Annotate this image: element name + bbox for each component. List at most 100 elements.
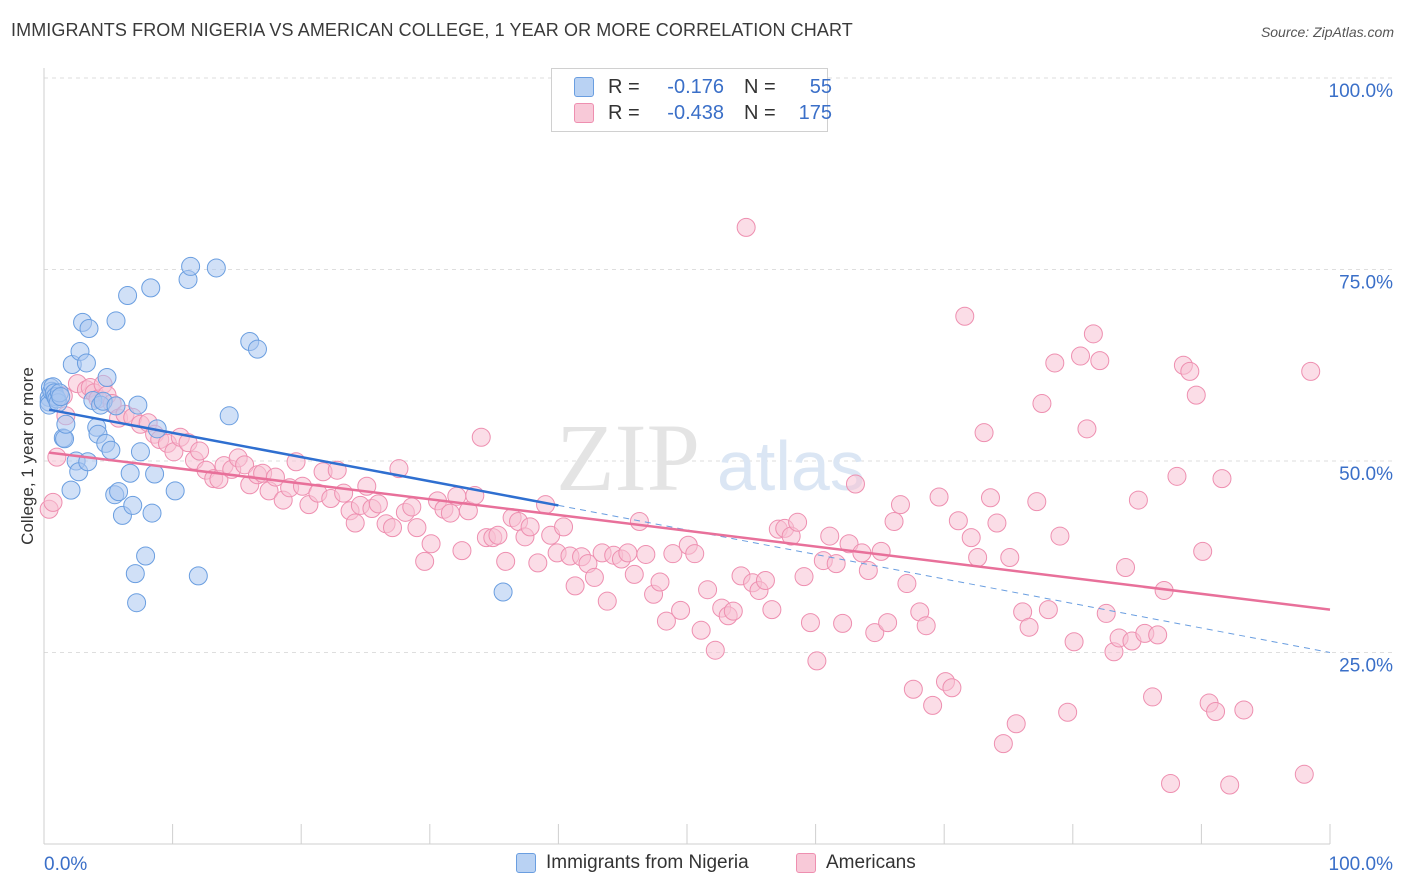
data-point — [101, 440, 121, 460]
data-point — [389, 459, 409, 479]
data-point — [650, 572, 670, 592]
data-point — [520, 517, 540, 537]
data-point — [106, 311, 126, 331]
y-tick-label: 50.0% — [1339, 464, 1393, 485]
trend-lines — [48, 408, 1331, 653]
correlation-legend: R = -0.176 N = 55 R = -0.438 N = 175 — [551, 68, 832, 132]
data-point — [493, 582, 513, 602]
x-tick-label-max: 100.0% — [1329, 854, 1394, 875]
legend-r-label: R = — [608, 101, 640, 124]
data-point — [1000, 548, 1020, 568]
data-point — [136, 546, 156, 566]
data-point — [794, 567, 814, 587]
data-point — [890, 495, 910, 515]
data-point — [723, 601, 743, 621]
data-point — [584, 567, 604, 587]
data-point — [755, 570, 775, 590]
data-point — [130, 442, 150, 462]
x-tick-label-min: 0.0% — [44, 854, 87, 875]
data-point — [1077, 419, 1097, 439]
bottom-legend-label-americans: Americans — [826, 852, 916, 873]
data-point — [671, 600, 691, 620]
data-point — [128, 395, 148, 415]
data-point — [980, 488, 1000, 508]
tick-labels: 25.0% 50.0% 75.0% 100.0% 0.0% 100.0% — [44, 81, 1393, 875]
data-point — [1116, 557, 1136, 577]
data-point — [120, 463, 140, 483]
legend-row-americans: R = -0.438 N = 175 — [574, 101, 832, 125]
data-point — [181, 256, 201, 276]
data-point — [820, 526, 840, 546]
data-point — [839, 534, 859, 554]
data-point — [929, 487, 949, 507]
data-point — [165, 481, 185, 501]
legend-swatch-nigeria — [574, 77, 594, 97]
data-point — [597, 591, 617, 611]
legend-n-value: 175 — [798, 101, 832, 124]
data-point — [488, 525, 508, 545]
data-point — [368, 494, 388, 514]
data-point — [125, 564, 145, 584]
data-point — [109, 482, 129, 502]
data-point — [800, 613, 820, 633]
data-point — [878, 613, 898, 633]
data-point — [705, 640, 725, 660]
data-point — [440, 503, 460, 523]
data-point — [656, 611, 676, 631]
data-point — [1096, 603, 1116, 623]
data-point — [736, 217, 756, 237]
legend-n-label: N = — [744, 101, 776, 124]
data-point — [1032, 394, 1052, 414]
legend-row-nigeria: R = -0.176 N = 55 — [574, 75, 832, 99]
data-point — [1294, 764, 1314, 784]
data-point — [833, 613, 853, 633]
data-point — [1006, 714, 1026, 734]
data-point — [685, 544, 705, 564]
data-point — [942, 678, 962, 698]
data-point — [1301, 361, 1321, 381]
data-point — [897, 574, 917, 594]
data-point — [219, 406, 239, 426]
y-tick-label: 100.0% — [1329, 81, 1394, 102]
data-point — [1186, 385, 1206, 405]
data-point — [974, 423, 994, 443]
data-point — [1148, 625, 1168, 645]
trend-line-americans — [48, 451, 1331, 611]
data-point — [471, 427, 491, 447]
series-americans — [39, 217, 1321, 795]
source-credit: Source: ZipAtlas.com — [1260, 24, 1394, 40]
data-point — [1212, 469, 1232, 489]
data-point — [987, 513, 1007, 533]
data-point — [1161, 773, 1181, 793]
data-point — [865, 623, 885, 643]
y-axis-label: College, 1 year or more — [18, 367, 37, 545]
legend-n-value: 55 — [809, 75, 832, 98]
data-point — [452, 541, 472, 561]
data-point — [118, 286, 138, 306]
chart-title: IMMIGRANTS FROM NIGERIA VS AMERICAN COLL… — [11, 20, 853, 40]
data-point — [955, 306, 975, 326]
data-point — [618, 543, 638, 563]
watermark-zip: ZIP — [556, 404, 700, 511]
data-point — [141, 278, 161, 298]
data-point — [123, 495, 143, 515]
data-point — [1220, 775, 1240, 795]
data-point — [345, 513, 365, 533]
data-point — [206, 258, 226, 278]
data-point — [961, 528, 981, 548]
data-point — [565, 576, 585, 596]
data-point — [142, 503, 162, 523]
data-point — [97, 368, 117, 388]
legend-r-value: -0.176 — [667, 75, 724, 98]
bottom-legend-swatch-americans — [796, 853, 816, 873]
data-point — [51, 387, 71, 407]
data-point — [788, 512, 808, 532]
data-point — [698, 580, 718, 600]
data-point — [1071, 346, 1091, 366]
bottom-legend-swatch-nigeria — [516, 853, 536, 873]
data-point — [1050, 526, 1070, 546]
data-point — [235, 455, 255, 475]
data-point — [56, 414, 76, 434]
legend-r-value: -0.438 — [667, 101, 724, 124]
data-point — [61, 480, 81, 500]
